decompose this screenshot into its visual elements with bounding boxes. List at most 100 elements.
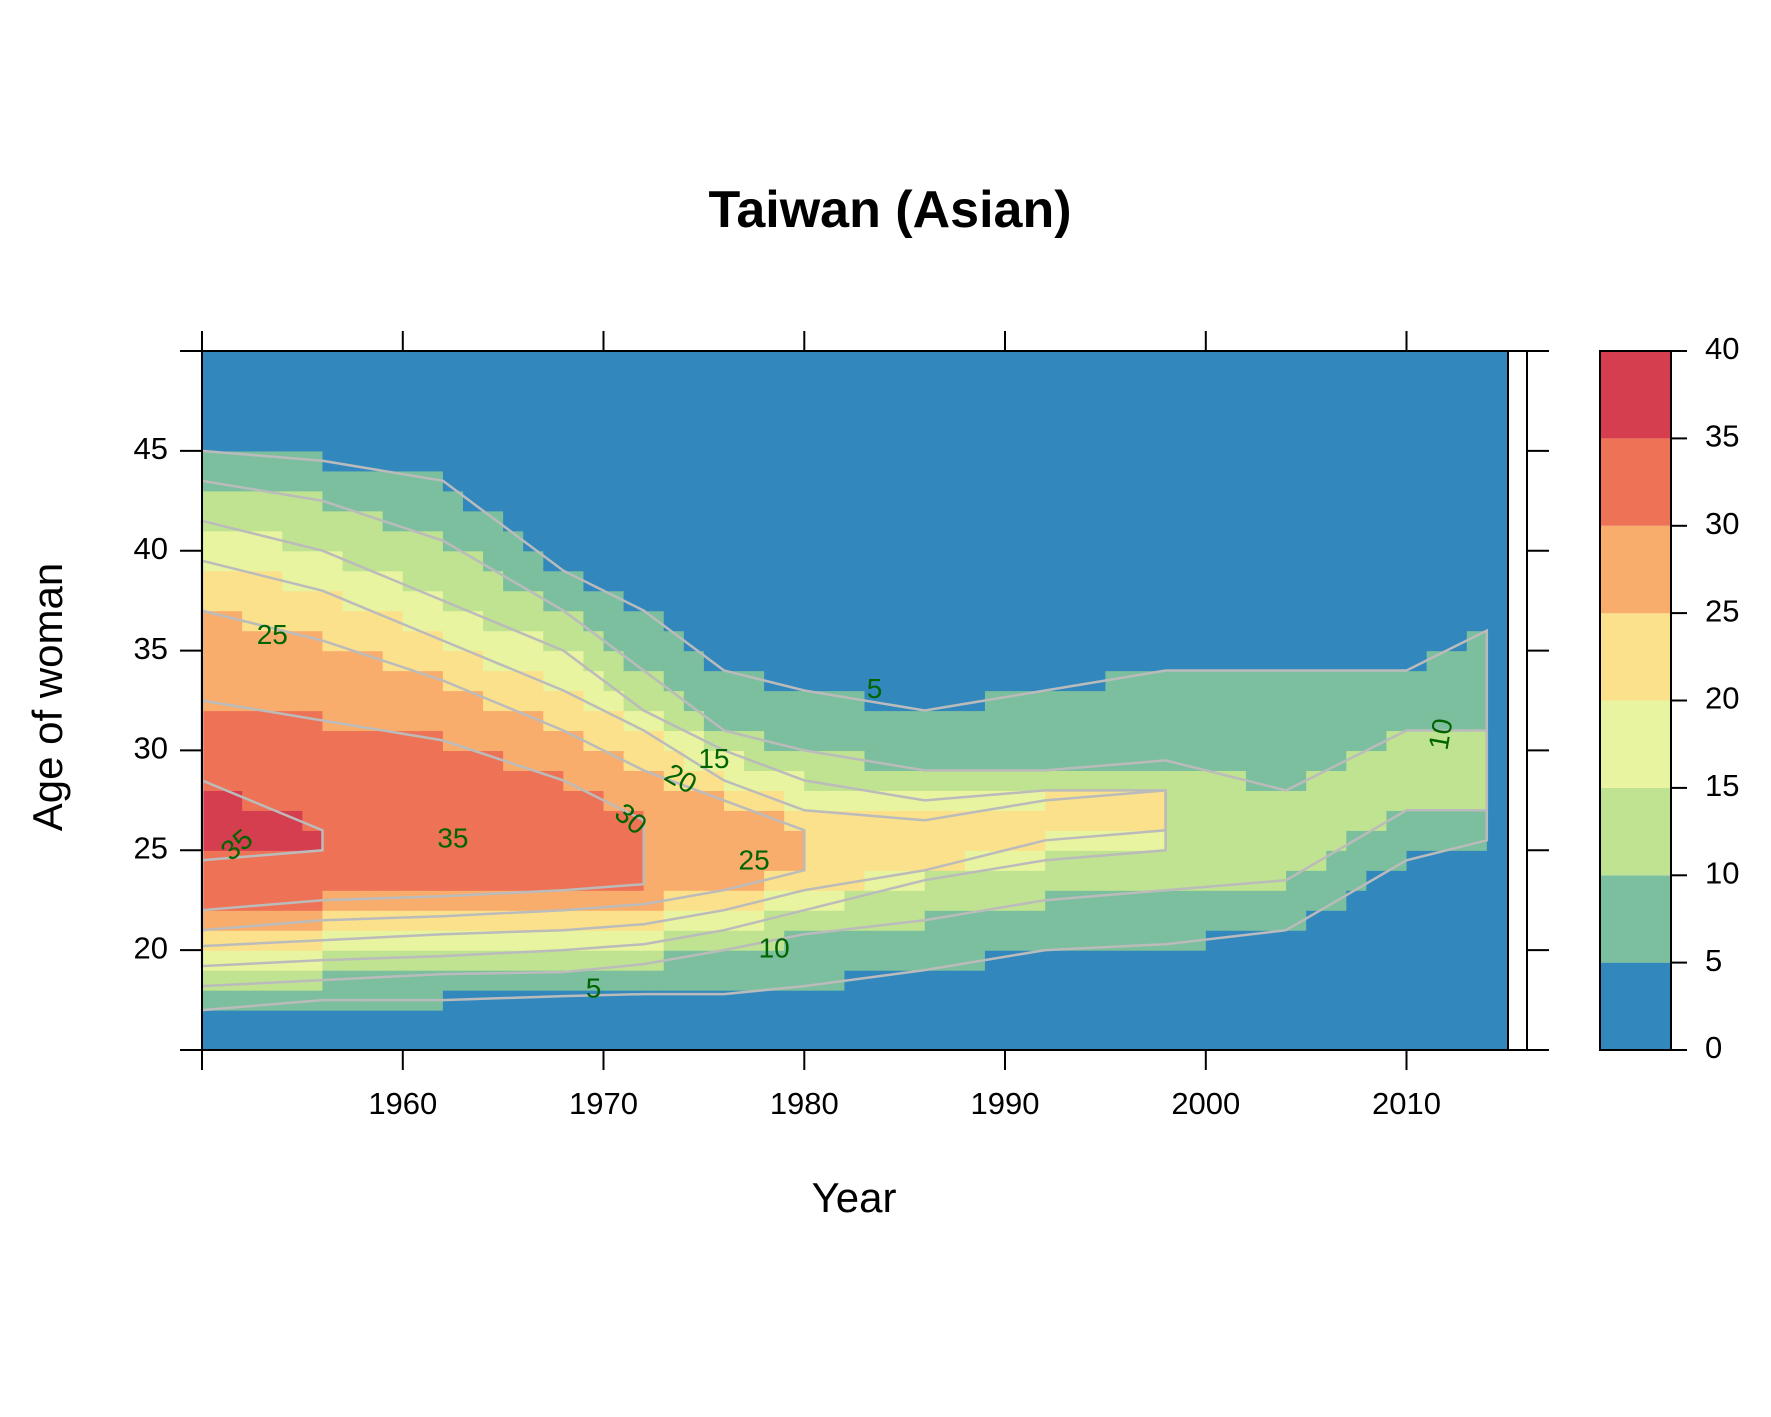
heatmap-cell [1446,1030,1468,1051]
heatmap-cell [643,390,665,412]
contour-label: 10 [1423,716,1459,752]
heatmap-cell [1065,610,1086,632]
heatmap-cell [543,850,564,871]
heatmap-cell [904,870,926,891]
heatmap-cell [402,450,424,472]
heatmap-cell [1225,830,1247,851]
heatmap-cell [583,610,605,632]
heatmap-cell [964,910,986,931]
heatmap-cell [723,470,745,492]
heatmap-cell [844,390,866,412]
heatmap-cell [1346,470,1367,492]
heatmap-cell [1085,970,1107,991]
heatmap-cell [1245,770,1267,791]
heatmap-cell [1446,590,1468,612]
heatmap-cell [623,750,645,771]
heatmap-cell [583,650,605,672]
heatmap-cell [784,370,805,392]
heatmap-cell [764,430,785,452]
heatmap-cell [1306,450,1327,472]
heatmap-cell [864,530,886,552]
heatmap-cell [764,370,785,392]
heatmap-cell [683,590,705,612]
heatmap-cell [623,470,645,492]
heatmap-cell [1005,750,1026,771]
heatmap-cell [663,450,685,472]
heatmap-cell [1085,1030,1107,1051]
heatmap-cell [282,870,303,891]
heatmap-cell [844,870,866,891]
heatmap-cell [523,850,544,871]
colorbar-swatch [1600,613,1671,701]
heatmap-cell [222,730,243,752]
heatmap-cell [744,970,765,991]
heatmap-cell [462,450,484,472]
heatmap-cell [342,650,364,672]
heatmap-cell [1386,990,1408,1011]
heatmap-cell [904,670,926,692]
colorbar-tick-label: 20 [1705,681,1739,716]
heatmap-cell [1306,650,1327,672]
heatmap-cell [1185,550,1207,572]
heatmap-cell [904,850,926,871]
heatmap-cell [683,850,705,871]
heatmap-cell [844,490,866,512]
heatmap-cell [322,390,344,412]
heatmap-cell [382,530,404,552]
heatmap-cell [744,470,765,492]
heatmap-cell [1446,510,1468,532]
heatmap-cell [1065,970,1086,991]
heatmap-cell [242,470,263,492]
heatmap-cell [744,870,765,891]
heatmap-cell [402,510,424,532]
heatmap-cell [1446,650,1468,672]
heatmap-cell [1025,470,1046,492]
heatmap-cell [1105,910,1127,931]
heatmap-cell [202,590,223,612]
heatmap-cell [1005,370,1026,392]
heatmap-cell [1386,830,1408,851]
heatmap-cell [1406,770,1428,791]
heatmap-cell [362,370,384,392]
heatmap-cell [663,930,685,951]
heatmap-cell [302,510,324,532]
heatmap-cell [1185,950,1207,971]
heatmap-cell [1145,930,1167,951]
heatmap-cell [1185,670,1207,692]
heatmap-cell [1386,510,1408,532]
heatmap-cell [864,450,886,472]
colorbar-swatch [1600,962,1671,1050]
heatmap-cell [242,590,263,612]
heatmap-cell [462,430,484,452]
heatmap-cell [262,550,283,572]
heatmap-cell [563,730,585,752]
heatmap-cell [442,410,464,432]
heatmap-cell [422,850,444,871]
heatmap-cell [623,410,645,432]
heatmap-cell [623,850,645,871]
heatmap-cell [1266,1030,1287,1051]
heatmap-cell [1025,710,1046,732]
heatmap-cell [1225,910,1247,931]
heatmap-cell [1406,870,1428,891]
heatmap-cell [302,750,324,771]
heatmap-cell [984,750,1006,771]
heatmap-cell [1386,890,1408,911]
heatmap-cell [1346,730,1367,752]
heatmap-cell [924,450,946,472]
heatmap-cell [1105,570,1127,592]
heatmap-cell [844,370,866,392]
heatmap-cell [764,950,785,971]
heatmap-cell [1486,1030,1508,1051]
heatmap-cell [1426,470,1448,492]
heatmap-cell [1145,590,1167,612]
heatmap-cell [302,650,324,672]
heatmap-cell [944,710,966,732]
heatmap-cell [1426,570,1448,592]
heatmap-cell [623,710,645,732]
heatmap-cell [1446,530,1468,552]
heatmap-cell [202,950,223,971]
heatmap-cell [904,770,926,791]
heatmap-cell [382,410,404,432]
colorbar-swatch [1600,525,1671,614]
